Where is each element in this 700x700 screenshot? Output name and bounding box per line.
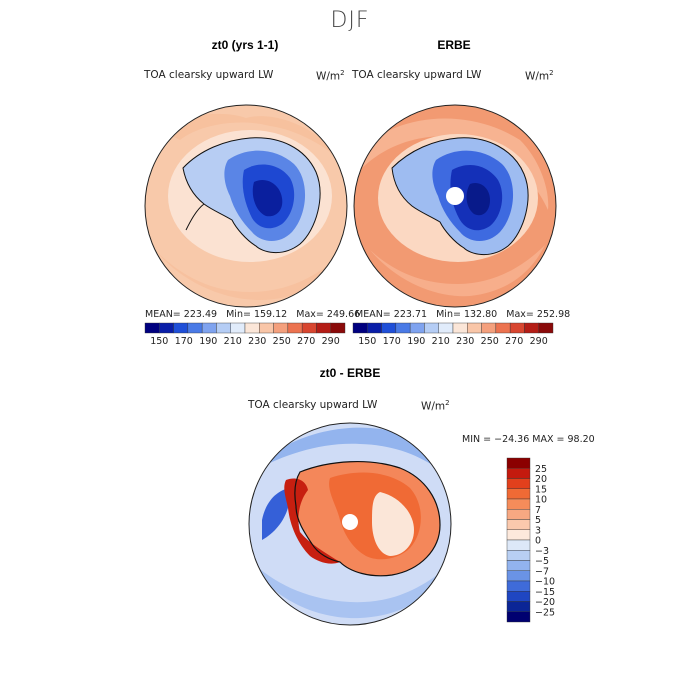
colorbar-model-swatch	[159, 322, 174, 334]
colorbar-obs-swatch	[409, 322, 425, 334]
colorbar-model-tick-label: 170	[175, 336, 193, 347]
colorbar-diff-level-label: −3	[535, 546, 549, 557]
colorbar-diff-level-label: −25	[535, 607, 555, 618]
colorbar-obs-swatch	[467, 322, 482, 334]
colorbar-model-swatch	[273, 322, 289, 334]
colorbar-model-swatch	[287, 322, 303, 334]
colorbar-diff-level-label: −15	[535, 587, 555, 598]
colorbar-diff-level-label: 10	[535, 495, 547, 506]
colorbar-model-swatch	[301, 322, 317, 334]
colorbar-model-swatch	[316, 322, 331, 334]
colorbar-obs-swatch	[424, 322, 439, 334]
map-obs-border	[353, 104, 557, 308]
colorbar-diff-swatch	[506, 570, 531, 582]
colorbar-obs-tick-label: 290	[530, 336, 548, 347]
panel-units-obs: W/m2	[525, 69, 554, 83]
colorbar-obs-swatch	[381, 322, 397, 334]
colorbar-model-tick-label: 250	[273, 336, 291, 347]
map-diff	[249, 423, 451, 625]
colorbar-model-tick-label: 230	[248, 336, 266, 347]
colorbar-diff-swatch	[506, 468, 531, 479]
panel-units-model: W/m2	[316, 69, 345, 83]
colorbar-obs-swatch	[524, 322, 539, 334]
colorbar-obs-tick-label: 190	[407, 336, 425, 347]
colorbar-diff-swatch	[506, 560, 531, 571]
colorbar-obs-swatch	[495, 322, 511, 334]
colorbar-model: 150 170 190 210 230 250 270 290	[144, 322, 346, 347]
colorbar-diff-level-label: 20	[535, 474, 547, 485]
colorbar-obs-tick-label: 230	[456, 336, 474, 347]
stats-model: MEAN= 223.49 Min= 159.12 Max= 249.66	[145, 309, 361, 320]
colorbar-obs-swatch	[352, 322, 368, 334]
colorbar-diff-swatch	[506, 519, 531, 530]
colorbar-diff-swatch	[506, 591, 531, 602]
colorbar-diff-level-label: 7	[535, 505, 541, 516]
panel-title-model: zt0 (yrs 1-1)	[211, 38, 279, 52]
colorbar-model-swatch	[144, 322, 160, 334]
colorbar-diff-swatch	[506, 478, 531, 489]
map-diff-border	[248, 422, 452, 626]
colorbar-model-tick-label: 210	[224, 336, 242, 347]
colorbar-diff-level-label: 15	[535, 484, 547, 495]
colorbar-diff-level-label: −5	[535, 556, 549, 567]
colorbar-obs-tick-label: 270	[505, 336, 523, 347]
figure-title: DJF	[330, 8, 370, 33]
colorbar-diff-swatch	[506, 529, 531, 541]
colorbar-diff-swatch	[506, 509, 531, 520]
panel-units-diff: W/m2	[421, 399, 450, 413]
panel-subtitle-model: TOA clearsky upward LW	[144, 69, 274, 81]
colorbar-model-tick-label: 150	[150, 336, 168, 347]
panel-subtitle-diff: TOA clearsky upward LW	[248, 399, 378, 411]
colorbar-diff-level-label: 0	[535, 536, 541, 547]
colorbar-diff-level-label: −20	[535, 597, 555, 608]
colorbar-obs-tick-label: 250	[481, 336, 499, 347]
map-model-border	[144, 104, 348, 308]
colorbar-diff-swatch	[506, 457, 531, 469]
colorbar-model-swatch	[330, 322, 346, 334]
colorbar-obs-tick-label: 150	[358, 336, 376, 347]
colorbar-model-swatch	[230, 322, 246, 334]
panel-title-diff: zt0 - ERBE	[319, 366, 381, 380]
colorbar-diff-swatch	[506, 580, 531, 592]
colorbar-obs: 150 170 190 210 230 250 270 290	[352, 322, 554, 347]
colorbar-diff-swatch	[506, 611, 531, 623]
panel-title-obs: ERBE	[437, 38, 471, 52]
colorbar-model-swatch	[259, 322, 274, 334]
diff-minmax-text: MIN = −24.36 MAX = 98.20	[462, 434, 595, 445]
colorbar-obs-swatch	[367, 322, 382, 334]
colorbar-obs-tick-label: 170	[383, 336, 401, 347]
colorbar-diff-swatch	[506, 498, 531, 510]
colorbar-obs-swatch	[438, 322, 454, 334]
colorbar-obs-swatch	[481, 322, 497, 334]
colorbar-obs-swatch	[452, 322, 468, 334]
colorbar-model-swatch	[244, 322, 260, 334]
colorbar-diff-swatch	[506, 550, 531, 561]
map-model	[145, 105, 347, 307]
colorbar-diff-swatch	[506, 539, 531, 551]
colorbar-model-swatch	[201, 322, 217, 334]
colorbar-model-swatch	[173, 322, 189, 334]
colorbar-model-swatch	[216, 322, 231, 334]
colorbar-model-tick-label: 190	[199, 336, 217, 347]
panel-subtitle-obs: TOA clearsky upward LW	[352, 69, 482, 81]
colorbar-obs-swatch	[509, 322, 525, 334]
colorbar-obs-swatch	[538, 322, 554, 334]
colorbar-diff-level-label: 3	[535, 525, 541, 536]
colorbar-obs-tick-label: 210	[432, 336, 450, 347]
colorbar-model-tick-label: 270	[297, 336, 315, 347]
colorbar-diff-level-label: 5	[535, 515, 541, 526]
colorbar-diff-level-label: −7	[535, 566, 549, 577]
colorbar-diff-level-label: −10	[535, 577, 555, 588]
map-obs	[354, 105, 556, 307]
colorbar-diff-level-label: 25	[535, 464, 547, 475]
colorbar-model-swatch	[187, 322, 203, 334]
colorbar-diff-swatch	[506, 601, 531, 612]
colorbar-obs-swatch	[395, 322, 411, 334]
colorbar-model-tick-label: 290	[322, 336, 340, 347]
colorbar-diff-swatch	[506, 488, 531, 500]
stats-obs: MEAN= 223.71 Min= 132.80 Max= 252.98	[355, 309, 571, 320]
